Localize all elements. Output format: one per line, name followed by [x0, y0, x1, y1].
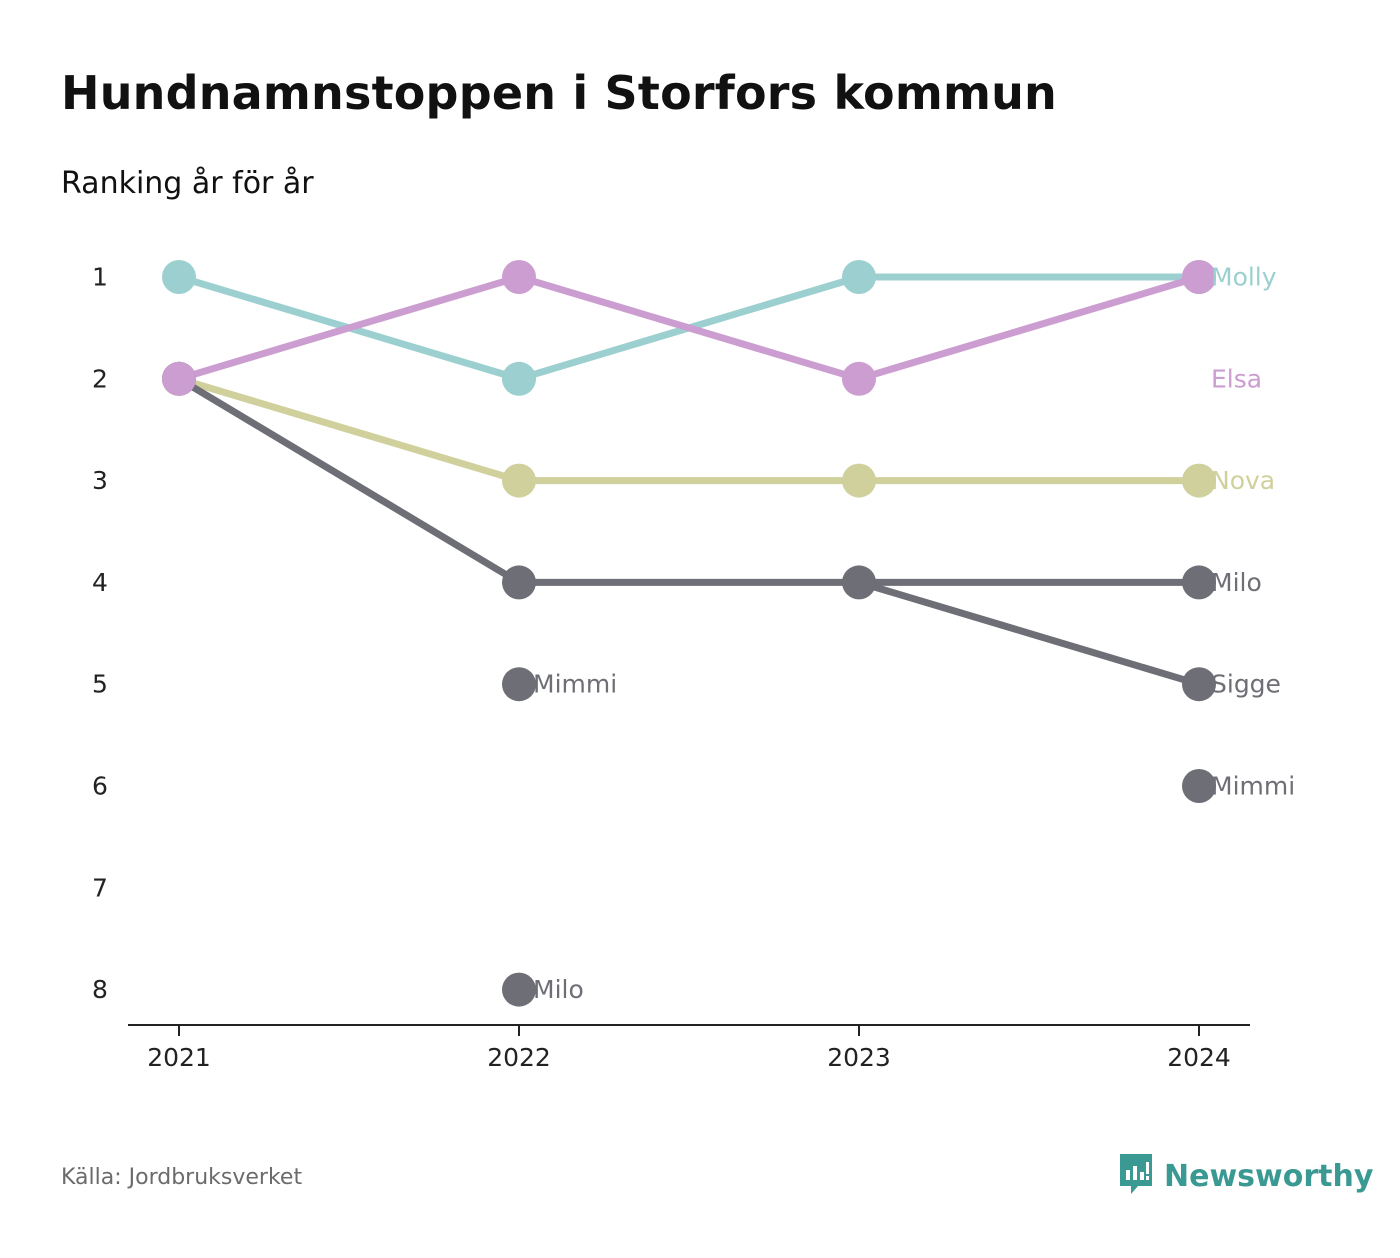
- y-tick-label: 8: [92, 975, 108, 1004]
- point-molly: [842, 260, 876, 294]
- point-molly: [162, 260, 196, 294]
- chart-subtitle: Ranking år för år: [61, 166, 314, 201]
- point-nova: [1182, 463, 1216, 498]
- point-elsa: [1182, 260, 1216, 294]
- point-sigge: [1182, 667, 1216, 702]
- point-elsa: [502, 260, 536, 294]
- point-molly: [502, 361, 536, 396]
- y-tick-label: 5: [92, 670, 108, 699]
- point-milo: [502, 565, 536, 600]
- point-milo: [842, 565, 876, 600]
- y-tick-label: 3: [92, 466, 108, 495]
- point-elsa: [842, 361, 876, 396]
- series-points: [162, 260, 1216, 1007]
- y-tick-label: 1: [92, 263, 108, 292]
- brand-logo[interactable]: Newsworthy: [1118, 1152, 1373, 1200]
- x-tick-label: 2021: [147, 1043, 211, 1072]
- brand-name: Newsworthy: [1164, 1158, 1374, 1194]
- point-elsa: [162, 361, 196, 396]
- y-tick-label: 6: [92, 772, 108, 801]
- y-tick-label: 2: [92, 364, 108, 393]
- x-tick-label: 2022: [487, 1043, 551, 1072]
- point-nova: [842, 463, 876, 498]
- series-line-milo: [175, 375, 1203, 586]
- point-nova: [502, 463, 536, 498]
- point-label: Mimmi: [533, 670, 617, 699]
- end-label: Molly: [1211, 263, 1277, 292]
- series-line-segment: [855, 578, 1203, 688]
- point-labels: Mimmi Milo Molly Elsa Nova Milo Sigge Mimmi: [533, 263, 1295, 1005]
- end-label: Milo: [1211, 568, 1262, 597]
- point-mimmi: [502, 667, 536, 702]
- end-label: Nova: [1211, 466, 1275, 495]
- point-mimmi: [1182, 769, 1216, 803]
- newsworthy-logo-icon: [1118, 1152, 1154, 1200]
- point-milo: [1182, 565, 1216, 600]
- series-line-elsa: [175, 273, 1203, 383]
- y-axis-ticks: 1 2 3 4 5 6 7 8: [92, 263, 108, 1005]
- x-tick-label: 2023: [827, 1043, 891, 1072]
- x-tick-label: 2024: [1167, 1043, 1231, 1072]
- end-label: Sigge: [1211, 670, 1281, 699]
- series-line-nova: [175, 375, 1203, 485]
- y-tick-label: 7: [92, 873, 108, 902]
- x-axis: 2021 2022 2023 2024: [128, 1024, 1250, 1072]
- source-note: Källa: Jordbruksverket: [61, 1165, 303, 1190]
- series-lines: [175, 273, 1203, 688]
- y-tick-label: 4: [92, 568, 108, 597]
- point-label: Milo: [533, 975, 584, 1004]
- end-label: Mimmi: [1211, 772, 1295, 801]
- point-milo: [502, 972, 536, 1007]
- chart-title: Hundnamnstoppen i Storfors kommun: [61, 66, 1057, 120]
- end-label: Elsa: [1211, 364, 1262, 393]
